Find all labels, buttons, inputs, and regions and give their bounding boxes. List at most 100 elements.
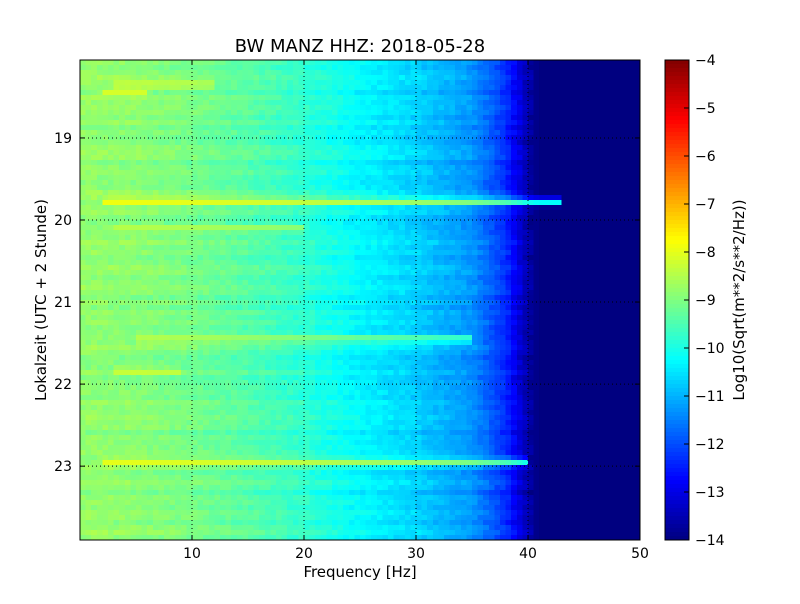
heatmap-cell	[606, 240, 613, 246]
heatmap-cell	[248, 145, 255, 151]
heatmap-cell	[276, 250, 283, 256]
heatmap-cell	[130, 130, 137, 136]
heatmap-cell	[634, 165, 641, 171]
heatmap-cell	[332, 175, 339, 181]
heatmap-cell	[567, 305, 574, 311]
heatmap-cell	[606, 100, 613, 106]
heatmap-cell	[214, 185, 221, 191]
heatmap-cell	[421, 220, 428, 226]
heatmap-cell	[124, 135, 131, 141]
heatmap-cell	[528, 70, 535, 76]
heatmap-cell	[388, 90, 395, 96]
heatmap-cell	[606, 70, 613, 76]
heatmap-cell	[522, 80, 529, 86]
heatmap-cell	[348, 165, 355, 171]
heatmap-cell	[371, 220, 378, 226]
heatmap-cell	[556, 150, 563, 156]
heatmap-cell	[494, 165, 501, 171]
heatmap-cell	[85, 120, 92, 126]
heatmap-cell	[208, 195, 215, 201]
heatmap-cell	[113, 190, 120, 196]
heatmap-cell	[572, 75, 579, 81]
heatmap-cell	[225, 215, 232, 221]
heatmap-cell	[371, 170, 378, 176]
heatmap-cell	[309, 180, 316, 186]
heatmap-cell	[561, 175, 568, 181]
heatmap-cell	[320, 65, 327, 71]
heatmap-cell	[544, 245, 551, 251]
heatmap-cell	[197, 240, 204, 246]
heatmap-cell	[360, 195, 367, 201]
heatmap-cell	[175, 290, 182, 296]
heatmap-cell	[259, 285, 266, 291]
heatmap-cell	[80, 225, 87, 231]
heatmap-cell	[315, 150, 322, 156]
heatmap-cell	[225, 185, 232, 191]
heatmap-cell	[500, 110, 507, 116]
heatmap-cell	[337, 270, 344, 276]
heatmap-cell	[259, 300, 266, 306]
heatmap-cell	[371, 155, 378, 161]
heatmap-cell	[304, 100, 311, 106]
heatmap-cell	[365, 230, 372, 236]
heatmap-cell	[404, 100, 411, 106]
heatmap-cell	[494, 75, 501, 81]
heatmap-cell	[371, 270, 378, 276]
heatmap-cell	[281, 105, 288, 111]
heatmap-cell	[572, 220, 579, 226]
heatmap-cell	[208, 145, 215, 151]
heatmap-cell	[270, 200, 277, 206]
heatmap-cell	[528, 220, 535, 226]
heatmap-cell	[169, 195, 176, 201]
heatmap-cell	[623, 105, 630, 111]
heatmap-cell	[231, 160, 238, 166]
heatmap-cell	[236, 230, 243, 236]
heatmap-cell	[539, 150, 546, 156]
heatmap-cell	[494, 70, 501, 76]
heatmap-cell	[197, 170, 204, 176]
heatmap-cell	[304, 85, 311, 91]
heatmap-cell	[326, 135, 333, 141]
heatmap-cell	[248, 220, 255, 226]
heatmap-cell	[276, 170, 283, 176]
heatmap-cell	[304, 270, 311, 276]
heatmap-cell	[522, 165, 529, 171]
heatmap-cell	[578, 135, 585, 141]
heatmap-cell	[556, 275, 563, 281]
heatmap-cell	[404, 160, 411, 166]
heatmap-cell	[432, 295, 439, 301]
heatmap-cell	[180, 150, 187, 156]
heatmap-cell	[505, 195, 512, 201]
heatmap-cell	[348, 285, 355, 291]
heatmap-cell	[528, 170, 535, 176]
heatmap-cell	[320, 235, 327, 241]
heatmap-cell	[589, 85, 596, 91]
heatmap-cell	[472, 300, 479, 306]
heatmap-cell	[332, 280, 339, 286]
heatmap-cell	[292, 115, 299, 121]
heatmap-cell	[567, 75, 574, 81]
heatmap-cell	[180, 275, 187, 281]
heatmap-cell	[242, 205, 249, 211]
heatmap-cell	[595, 160, 602, 166]
heatmap-cell	[505, 245, 512, 251]
heatmap-cell	[578, 300, 585, 306]
heatmap-cell	[365, 285, 372, 291]
heatmap-cell	[544, 125, 551, 131]
heatmap-cell	[175, 250, 182, 256]
heatmap-cell	[80, 115, 87, 121]
heatmap-cell	[634, 215, 641, 221]
heatmap-cell	[326, 195, 333, 201]
heatmap-cell	[416, 305, 423, 311]
heatmap-cell	[270, 240, 277, 246]
heatmap-cell	[124, 185, 131, 191]
heatmap-cell	[276, 300, 283, 306]
heatmap-cell	[416, 205, 423, 211]
heatmap-cell	[236, 130, 243, 136]
heatmap-cell	[455, 195, 462, 201]
heatmap-cell	[281, 65, 288, 71]
heatmap-cell	[460, 280, 467, 286]
heatmap-cell	[528, 195, 535, 201]
heatmap-cell	[623, 90, 630, 96]
heatmap-cell	[494, 180, 501, 186]
